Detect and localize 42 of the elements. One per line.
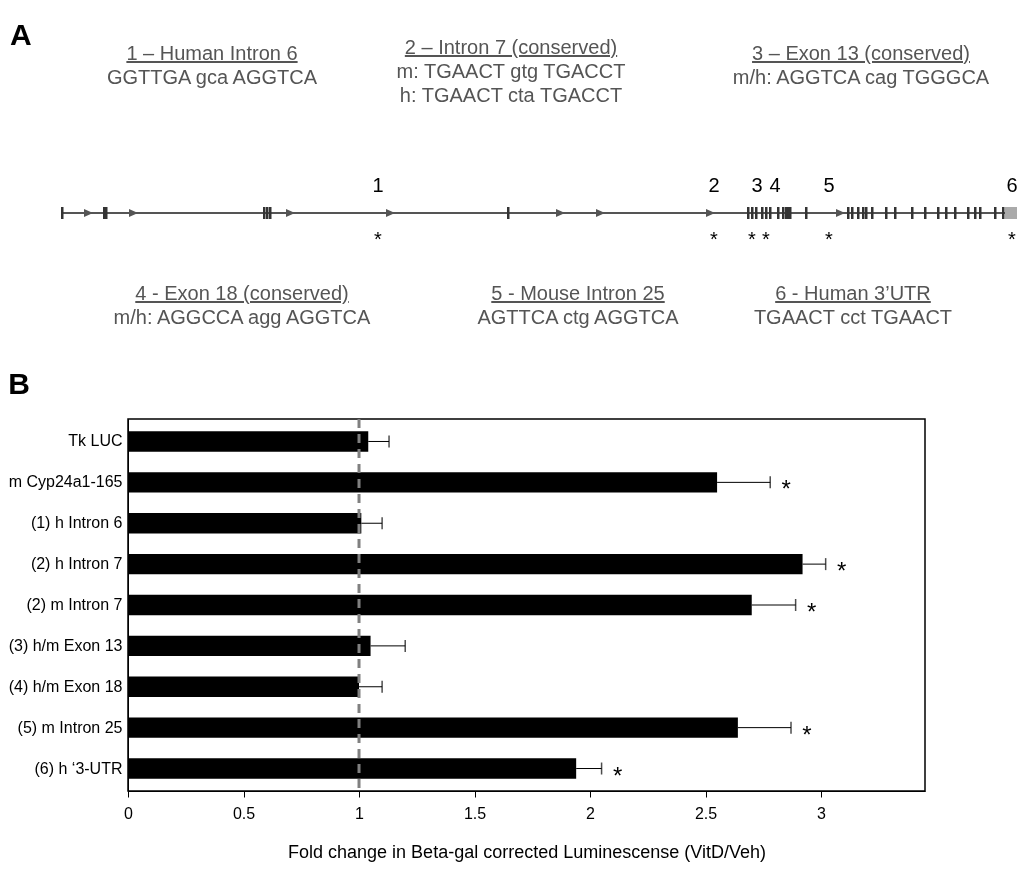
y-tick-label: (5) m Intron 25 xyxy=(17,718,123,736)
x-tick-label: 2.5 xyxy=(694,804,718,822)
text: 5 xyxy=(823,174,835,196)
text: * xyxy=(1008,228,1017,250)
text: 2 xyxy=(708,174,720,196)
text: 4 - Exon 18 (conserved) m/h: AGGCCA agg AGGTCA xyxy=(113,282,372,328)
text: 6 - Human 3’UTR TGAACT cct TGAACT xyxy=(753,282,953,328)
annotation: * xyxy=(802,720,812,748)
x-tick-label: 0 xyxy=(124,804,134,822)
x-tick-label: 1 xyxy=(355,804,365,822)
text: 4 xyxy=(769,174,781,196)
y-tick-label: (2) m Intron 7 xyxy=(26,596,123,613)
x-tick-label: 0.5 xyxy=(232,804,256,822)
text: * xyxy=(825,228,834,250)
x-tick-label: 1.5 xyxy=(463,804,487,822)
text: * xyxy=(710,228,719,250)
y-tick-label: (1) h Intron 6 xyxy=(30,514,123,532)
text: 1 xyxy=(372,174,384,196)
text: 6 xyxy=(1006,174,1018,196)
annotation: * xyxy=(612,761,623,789)
x-tick-label: 3 xyxy=(817,804,827,822)
text: 1 – Human Intron 6 GGTTGA gca AGGTCA xyxy=(106,42,318,88)
text: 3 – Exon 13 (conserved) m/h: AGGTCA cag TGGGCA xyxy=(732,42,990,88)
y-tick-label: Tk LUC xyxy=(68,432,123,450)
annotation: * xyxy=(806,598,817,625)
text: * xyxy=(762,228,771,250)
y-tick-label: (3) h/m Exon 13 xyxy=(8,636,123,654)
y-tick-label: (2) h Intron 7 xyxy=(30,555,123,573)
text: 2 – Intron 7 (conserved) m: TGAACT gtg TGACCT h: TGAACT cta TGACCT xyxy=(396,36,626,106)
annotation: * xyxy=(781,475,791,503)
x-tick-label: 2 xyxy=(586,804,596,822)
text: A xyxy=(10,18,32,51)
y-tick-label: m Cyp24a1-165 xyxy=(8,473,123,491)
annotation: * xyxy=(836,557,847,585)
x-axis-title: Fold change in Beta-gal corrected Luminescense (VitD/Veh) xyxy=(288,841,766,862)
chart-title: B xyxy=(8,366,30,400)
y-tick-label: (4) h/m Exon 18 xyxy=(8,677,123,695)
y-tick-label: (6) h ‘3-UTR xyxy=(34,759,123,777)
text: * xyxy=(374,228,383,250)
text: 5 - Mouse Intron 25 AGTTCA ctg AGGTCA xyxy=(477,282,680,328)
text: 3 xyxy=(751,174,763,196)
text: * xyxy=(748,228,757,250)
